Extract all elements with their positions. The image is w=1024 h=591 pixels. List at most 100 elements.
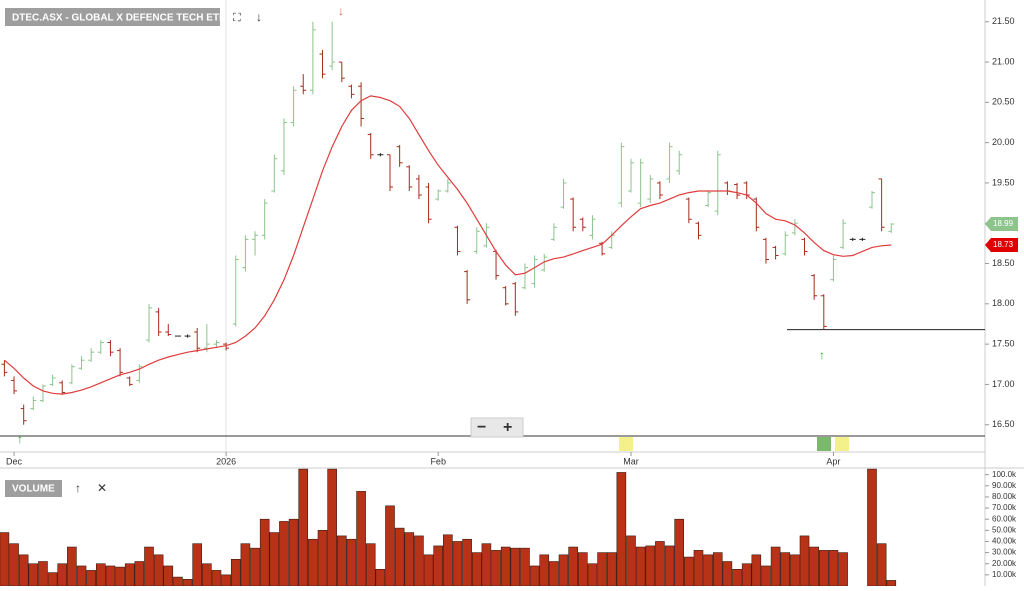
down-icon[interactable]: ↓ [256, 10, 262, 24]
event-marker[interactable] [619, 437, 633, 451]
volume-bar [28, 563, 39, 587]
x-tick-label: Dec [6, 456, 23, 466]
event-marker[interactable] [835, 437, 849, 451]
volume-bar [96, 563, 106, 587]
volume-bar [356, 491, 366, 587]
chart-title: DTEC.ASX - GLOBAL X DEFENCE TECH ETF [12, 13, 225, 24]
y-tick-label: 18.50 [992, 258, 1015, 268]
volume-bar [124, 563, 135, 587]
volume-bar [279, 521, 289, 587]
y-tick-label: 90.00k [992, 481, 1017, 490]
volume-bar [423, 554, 434, 587]
volume-bar [443, 534, 453, 587]
volume-bar [182, 579, 193, 587]
volume-bar [230, 558, 241, 587]
volume-bar [317, 530, 328, 587]
zoom-in[interactable]: + [503, 419, 512, 436]
volume-bar [211, 570, 222, 587]
moving-average [4, 95, 892, 395]
y-tick-label: 21.00 [992, 56, 1015, 66]
volume-bar [414, 535, 424, 587]
y-tick-label: 10.00k [992, 570, 1017, 579]
y-tick-label: 20.00 [992, 137, 1015, 147]
y-tick-label: 21.50 [992, 16, 1015, 26]
volume-bar [838, 552, 848, 587]
volume-bar [38, 561, 48, 587]
y-tick-label: 16.50 [992, 419, 1015, 429]
volume-bar [500, 546, 511, 587]
up-icon[interactable]: ↑ [75, 481, 81, 495]
volume-bar [250, 547, 260, 587]
y-tick-label: 17.50 [992, 339, 1015, 349]
volume-bar [751, 554, 762, 587]
last-ma-label: 18.73 [993, 240, 1014, 249]
volume-bar [491, 550, 501, 587]
marks: 16.5017.0017.5018.0018.5019.0019.5020.00… [0, 16, 1018, 587]
volume-bar [47, 572, 58, 587]
volume-bar [722, 561, 733, 587]
volume-bar [134, 561, 145, 587]
volume-bar [346, 538, 357, 587]
volume-bar [867, 468, 877, 587]
volume-bar [153, 554, 164, 587]
close-icon[interactable]: ✕ [97, 481, 107, 495]
volume-bar [886, 580, 897, 587]
volume-title: VOLUME [12, 484, 55, 495]
x-tick-label: Mar [623, 456, 639, 466]
signal-arrow: ↓ [338, 4, 344, 18]
volume-bar [616, 472, 627, 587]
volume-bar [365, 543, 376, 587]
volume-bar [259, 518, 270, 587]
volume-bar [462, 538, 472, 587]
volume-bar [173, 576, 183, 587]
volume-bar [240, 543, 251, 587]
x-tick-label: Feb [430, 456, 446, 466]
volume-bar [336, 535, 347, 587]
volume-box[interactable] [5, 480, 62, 497]
volume-bar [558, 554, 569, 587]
y-tick-label: 20.00k [992, 559, 1017, 568]
volume-bar [732, 569, 742, 587]
volume-bar [404, 532, 415, 587]
volume-bar [693, 550, 704, 587]
volume-bar [385, 505, 395, 587]
volume-bar [327, 468, 337, 587]
zoom-controls [470, 417, 524, 438]
x-tick-label: Apr [826, 456, 840, 466]
volume-bar [221, 574, 231, 587]
last-price-box [985, 217, 1018, 232]
expand-icon[interactable]: ⛶ [233, 12, 241, 24]
y-tick-label: 20.50 [992, 97, 1015, 107]
volume-bar [18, 554, 29, 587]
volume-bar [770, 546, 781, 587]
volume-bar [163, 565, 174, 587]
volume-bar [809, 546, 819, 587]
volume-bar [144, 546, 154, 587]
title-box[interactable] [5, 8, 220, 26]
volume-bar [452, 541, 463, 587]
volume-bar [790, 554, 800, 587]
volume-bar [703, 554, 713, 587]
volume-bar [761, 565, 771, 587]
y-tick-label: 40.00k [992, 537, 1017, 546]
volume-bar [684, 556, 694, 587]
volume-bar [86, 570, 96, 587]
volume-bar [269, 532, 280, 587]
volume-bar [67, 546, 77, 587]
volume-bar [308, 538, 318, 587]
volume-bar [626, 535, 636, 587]
volume-bar [105, 565, 116, 587]
volume-bar [597, 552, 607, 587]
volume-bar [192, 543, 202, 587]
volume-bar [712, 552, 723, 587]
volume-bar [818, 550, 829, 587]
event-marker[interactable] [817, 437, 831, 451]
zoom-out[interactable]: − [477, 419, 486, 436]
volume-bar [568, 546, 578, 587]
y-tick-label: 50.00k [992, 525, 1017, 534]
volume-bar [549, 561, 559, 587]
volume-bar [828, 550, 839, 587]
volume-bar [876, 543, 887, 587]
volume-bar [539, 554, 550, 587]
